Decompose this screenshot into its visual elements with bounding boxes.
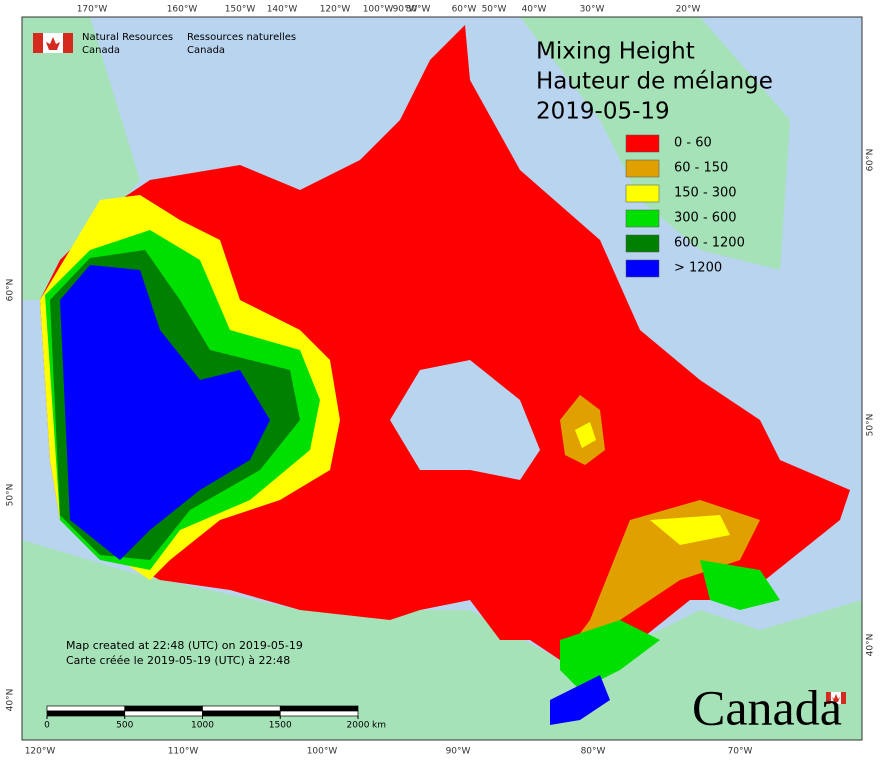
canada-flag-wordmark xyxy=(826,691,846,705)
graticule-label: 140°W xyxy=(267,5,298,15)
scale-unit: km xyxy=(372,721,386,731)
graticule-label: 80°W xyxy=(581,747,606,757)
graticule-label: 20°W xyxy=(676,5,701,15)
scale-label: 1500 xyxy=(269,721,292,731)
footer-note: Map created at 22:48 (UTC) on 2019-05-19 xyxy=(66,639,303,652)
legend-swatch xyxy=(625,159,660,178)
graticule-label: 40°W xyxy=(522,5,547,15)
scale-label: 1000 xyxy=(191,721,214,731)
graticule-label: 100°W xyxy=(307,747,338,757)
scale-segment xyxy=(202,705,281,712)
scale-label: 0 xyxy=(44,721,50,731)
basemap xyxy=(22,17,862,740)
legend-swatch xyxy=(625,184,660,203)
graticule-label: 40°N xyxy=(6,689,16,712)
graticule-label: 70°W xyxy=(728,747,753,757)
scale-segment xyxy=(279,710,359,717)
canada-flag-small xyxy=(33,33,73,53)
legend-label: 600 - 1200 xyxy=(674,236,745,251)
legend-label: 150 - 300 xyxy=(674,186,737,201)
map-frame xyxy=(21,16,863,741)
graticule-label: 80°W xyxy=(406,5,431,15)
graticule-label: 120°W xyxy=(320,5,351,15)
graticule-label: 90°W xyxy=(446,747,471,757)
graticule-label: 120°W xyxy=(25,747,56,757)
legend-label: > 1200 xyxy=(674,261,722,276)
graticule-label: 50°W xyxy=(482,5,507,15)
scale-segment xyxy=(46,710,126,717)
graticule-label: 60°W xyxy=(452,5,477,15)
scale-segment xyxy=(202,710,281,717)
legend-label: 60 - 150 xyxy=(674,161,728,176)
scale-label: 500 xyxy=(116,721,133,731)
agency-en: Natural Resources xyxy=(82,32,173,43)
agency-en: Canada xyxy=(82,45,120,56)
agency-fr: Ressources naturelles xyxy=(187,32,296,43)
legend-label: 300 - 600 xyxy=(674,211,737,226)
legend-swatch xyxy=(625,134,660,153)
graticule-label: 100°W xyxy=(363,5,394,15)
graticule-label: 60°N xyxy=(6,279,16,302)
graticule-label: 40°N xyxy=(866,634,876,657)
scale-segment xyxy=(279,705,359,712)
graticule-label: 50°N xyxy=(866,414,876,437)
map-title: Mixing Height xyxy=(536,39,695,65)
scale-segment xyxy=(46,705,126,712)
scale-segment xyxy=(124,705,203,712)
graticule-label: 150°W xyxy=(225,5,256,15)
agency-fr: Canada xyxy=(187,45,225,56)
map-title: Hauteur de mélange xyxy=(536,69,773,95)
graticule-label: 60°N xyxy=(866,149,876,172)
wordmark: Canada xyxy=(692,679,842,735)
scale-label: 2000 xyxy=(347,721,370,731)
graticule-label: 30°W xyxy=(580,5,605,15)
graticule-label: 160°W xyxy=(167,5,198,15)
map-title: 2019-05-19 xyxy=(536,99,670,125)
legend-swatch xyxy=(625,209,660,228)
legend-swatch xyxy=(625,259,660,278)
legend-swatch xyxy=(625,234,660,253)
graticule-label: 90°W xyxy=(393,5,418,15)
graticule-label: 170°W xyxy=(77,5,108,15)
graticule-label: 110°W xyxy=(168,747,199,757)
graticule-label: 50°N xyxy=(6,484,16,507)
legend-label: 0 - 60 xyxy=(674,136,712,151)
footer-note: Carte créée le 2019-05-19 (UTC) à 22:48 xyxy=(66,654,290,667)
scale-segment xyxy=(124,710,203,717)
